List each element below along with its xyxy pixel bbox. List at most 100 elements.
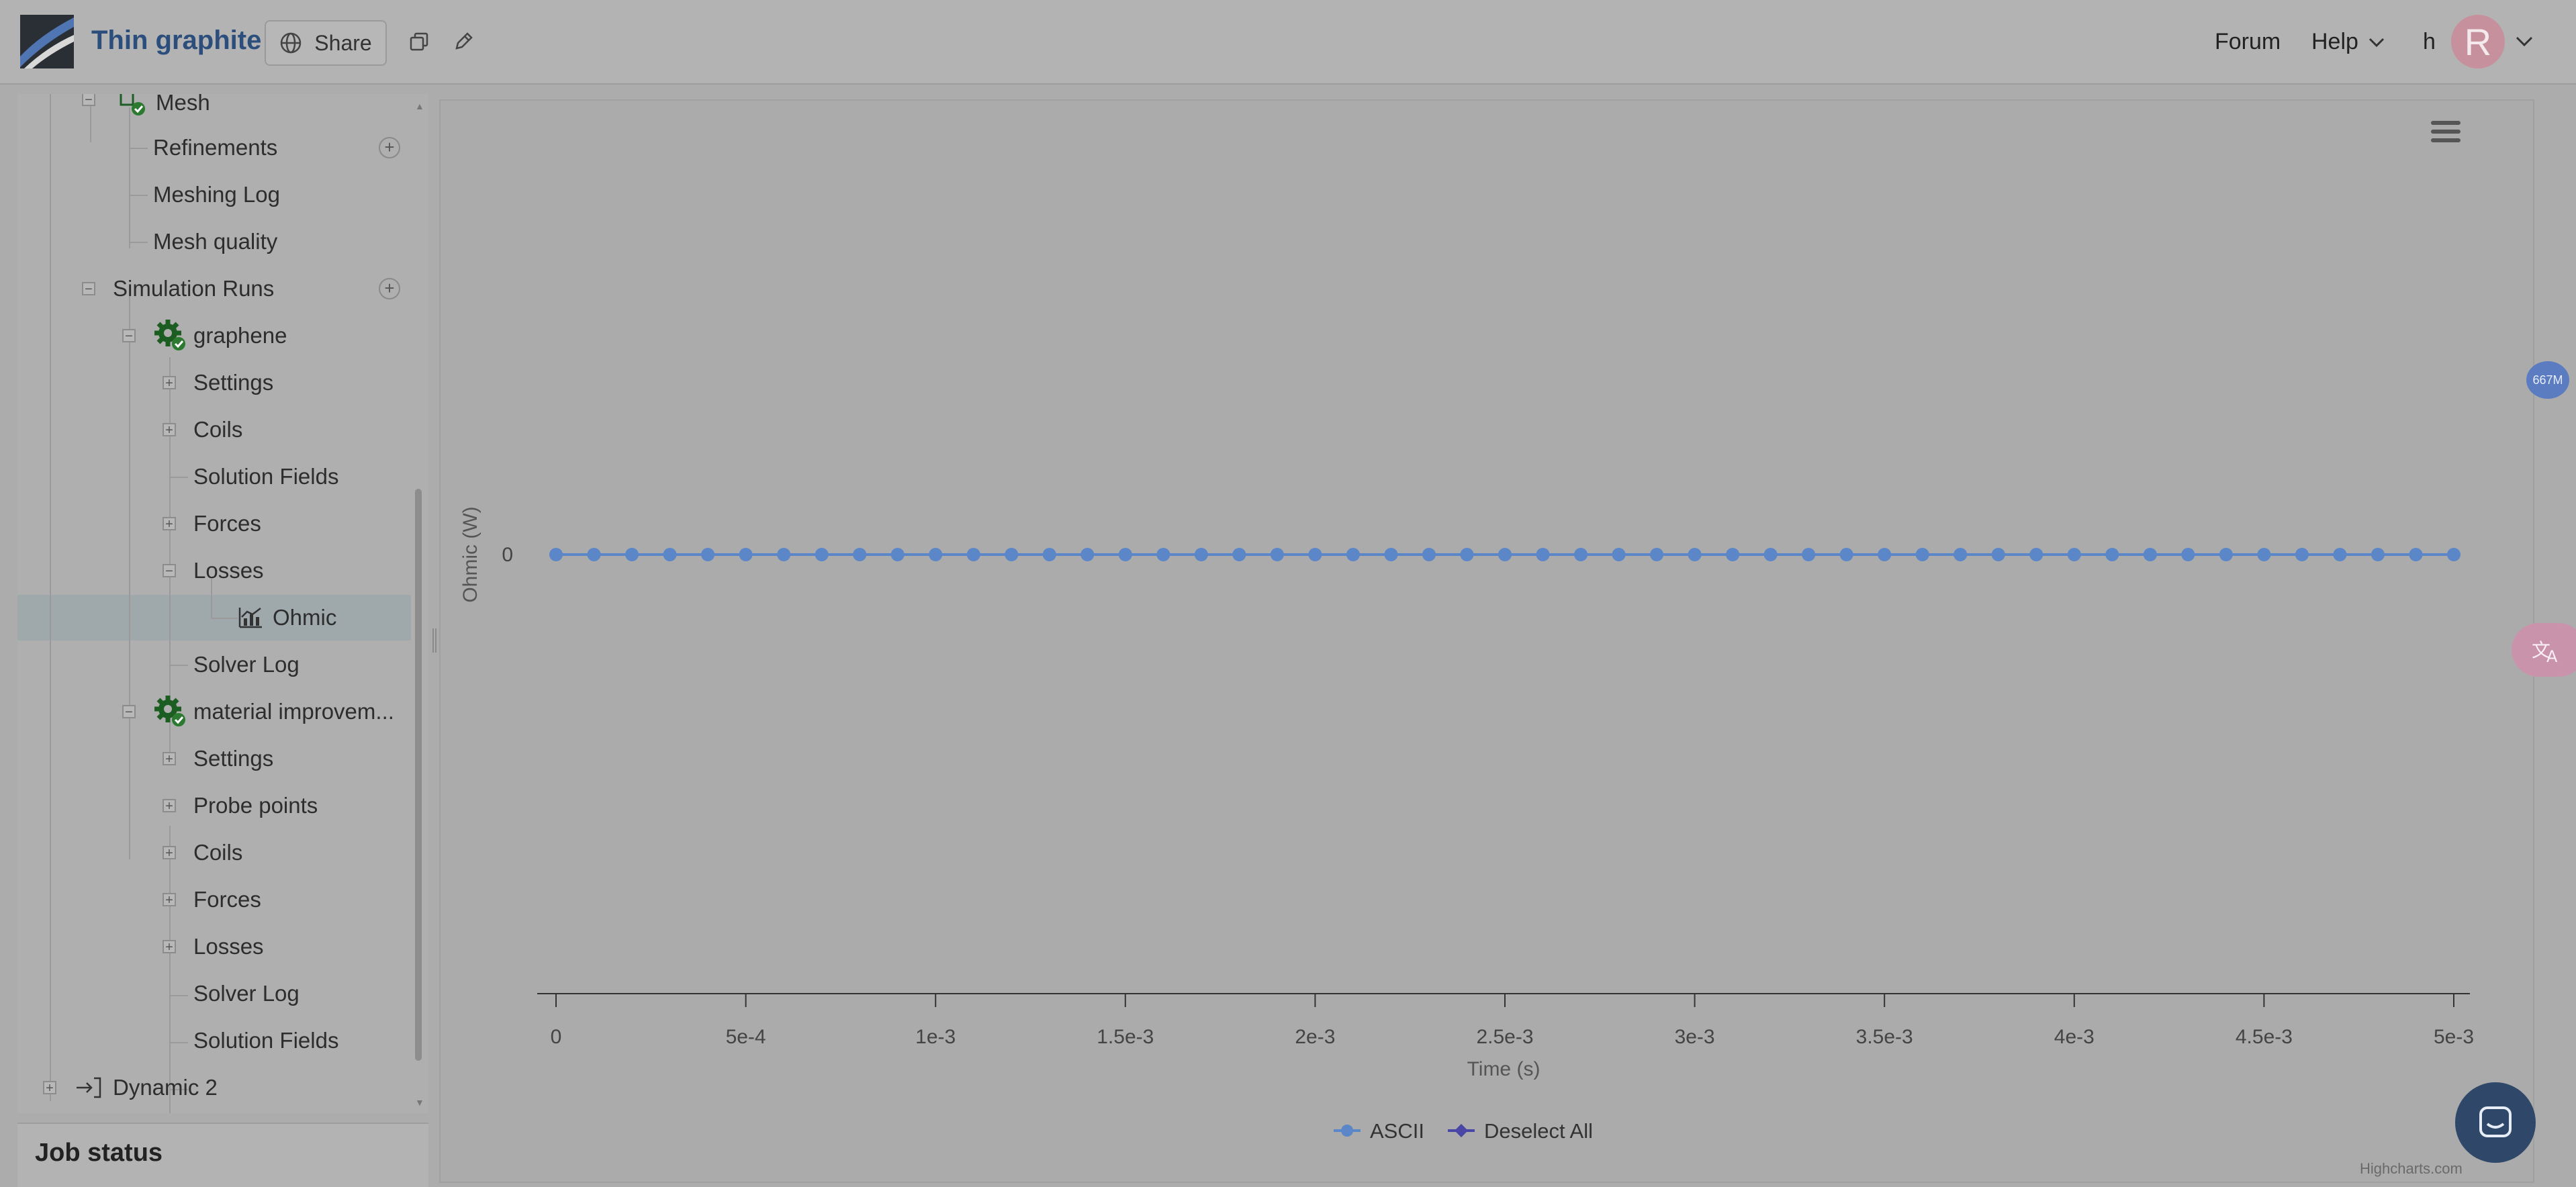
tree-item-coils[interactable]: Coils bbox=[193, 840, 243, 865]
data-point[interactable] bbox=[1878, 548, 1892, 561]
expand-toggle[interactable]: + bbox=[163, 799, 176, 813]
data-point[interactable] bbox=[890, 548, 905, 561]
translate-button[interactable]: 文 A bbox=[2512, 623, 2576, 677]
app-logo[interactable] bbox=[20, 15, 74, 68]
chart-menu-icon[interactable] bbox=[2430, 118, 2462, 145]
data-point[interactable] bbox=[1042, 548, 1056, 561]
tree-item-mesh[interactable]: Mesh bbox=[118, 94, 210, 126]
chevron-down-icon[interactable] bbox=[2514, 30, 2534, 54]
data-point[interactable] bbox=[2257, 548, 2271, 561]
collapse-toggle[interactable]: − bbox=[122, 329, 136, 343]
data-point[interactable] bbox=[777, 548, 791, 561]
data-point[interactable] bbox=[1953, 548, 1968, 561]
tree-item-solver-log[interactable]: Solver Log bbox=[193, 981, 300, 1006]
data-point[interactable] bbox=[2295, 548, 2309, 561]
data-point[interactable] bbox=[2067, 548, 2081, 561]
data-point[interactable] bbox=[1612, 548, 1626, 561]
expand-toggle[interactable]: + bbox=[163, 517, 176, 531]
data-point[interactable] bbox=[701, 548, 715, 561]
project-title[interactable]: Thin graphite bbox=[91, 26, 262, 55]
data-point[interactable] bbox=[1422, 548, 1436, 561]
data-point[interactable] bbox=[1270, 548, 1284, 561]
chart-credits[interactable]: Highcharts.com bbox=[2360, 1160, 2463, 1177]
data-point[interactable] bbox=[1080, 548, 1095, 561]
data-point[interactable] bbox=[1991, 548, 2005, 561]
memory-badge[interactable]: 667M bbox=[2526, 361, 2569, 399]
share-button[interactable]: Share bbox=[265, 20, 387, 66]
expand-toggle[interactable]: + bbox=[163, 423, 176, 437]
scroll-up-arrow[interactable]: ▲ bbox=[415, 101, 424, 111]
data-point[interactable] bbox=[1498, 548, 1512, 561]
data-point[interactable] bbox=[1156, 548, 1170, 561]
data-point[interactable] bbox=[2409, 548, 2423, 561]
tree-item-solution-fields[interactable]: Solution Fields bbox=[193, 1028, 339, 1053]
data-point[interactable] bbox=[1346, 548, 1360, 561]
tree-item-dynamic-2[interactable]: Dynamic 2 bbox=[75, 1064, 218, 1111]
data-point[interactable] bbox=[549, 548, 563, 561]
collapse-toggle[interactable]: − bbox=[82, 94, 95, 107]
scroll-down-arrow[interactable]: ▼ bbox=[415, 1097, 424, 1108]
data-point[interactable] bbox=[1118, 548, 1132, 561]
collapse-toggle[interactable]: − bbox=[122, 705, 136, 719]
data-point[interactable] bbox=[1308, 548, 1322, 561]
data-point[interactable] bbox=[853, 548, 867, 561]
chat-button[interactable] bbox=[2455, 1082, 2536, 1163]
data-point[interactable] bbox=[663, 548, 677, 561]
data-point[interactable] bbox=[1688, 548, 1702, 561]
data-point[interactable] bbox=[815, 548, 829, 561]
data-point[interactable] bbox=[2143, 548, 2157, 561]
job-status-panel[interactable]: Job status bbox=[17, 1123, 428, 1187]
expand-toggle[interactable]: + bbox=[43, 1081, 56, 1095]
data-point[interactable] bbox=[1650, 548, 1664, 561]
pencil-icon[interactable] bbox=[453, 31, 474, 52]
data-point[interactable] bbox=[1232, 548, 1246, 561]
tree-item-mesh-quality[interactable]: Mesh quality bbox=[153, 229, 278, 254]
data-point[interactable] bbox=[929, 548, 943, 561]
tree-item-settings[interactable]: Settings bbox=[193, 370, 274, 395]
avatar[interactable]: R bbox=[2451, 15, 2505, 68]
data-point[interactable] bbox=[1194, 548, 1208, 561]
tree-item-ohmic[interactable]: Ohmic bbox=[238, 594, 336, 641]
sidebar-scrollbar-thumb[interactable] bbox=[415, 489, 422, 1061]
forum-link[interactable]: Forum bbox=[2215, 29, 2281, 54]
tree-item-solver-log[interactable]: Solver Log bbox=[193, 652, 300, 677]
add-refinement-button[interactable]: + bbox=[379, 137, 400, 158]
data-point[interactable] bbox=[966, 548, 980, 561]
tree-item-coils[interactable]: Coils bbox=[193, 417, 243, 442]
tree-item-graphene[interactable]: graphene bbox=[153, 312, 287, 359]
data-point[interactable] bbox=[1460, 548, 1474, 561]
data-point[interactable] bbox=[2181, 548, 2195, 561]
expand-toggle[interactable]: + bbox=[163, 376, 176, 390]
data-point[interactable] bbox=[1839, 548, 1853, 561]
tree-item-losses[interactable]: Losses bbox=[193, 934, 264, 959]
tree-item-simulation-runs[interactable]: Simulation Runs bbox=[113, 276, 275, 301]
data-point[interactable] bbox=[587, 548, 601, 561]
tree-item-forces[interactable]: Forces bbox=[193, 887, 261, 912]
data-point[interactable] bbox=[1536, 548, 1550, 561]
collapse-toggle[interactable]: − bbox=[163, 564, 176, 578]
tree-item-solution-fields[interactable]: Solution Fields bbox=[193, 464, 339, 489]
data-point[interactable] bbox=[1384, 548, 1398, 561]
data-point[interactable] bbox=[739, 548, 753, 561]
expand-toggle[interactable]: + bbox=[163, 752, 176, 766]
data-point[interactable] bbox=[625, 548, 639, 561]
data-point[interactable] bbox=[1915, 548, 1929, 561]
data-point[interactable] bbox=[1802, 548, 1816, 561]
data-point[interactable] bbox=[2029, 548, 2043, 561]
copy-icon[interactable] bbox=[408, 31, 430, 52]
collapse-toggle[interactable]: − bbox=[82, 282, 95, 296]
tree-item-material-improvement[interactable]: material improvem... bbox=[153, 688, 394, 735]
data-point[interactable] bbox=[2371, 548, 2385, 561]
data-point[interactable] bbox=[2105, 548, 2119, 561]
data-point[interactable] bbox=[2219, 548, 2233, 561]
panel-resize-handle[interactable] bbox=[432, 628, 436, 653]
tree-item-probe-points[interactable]: Probe points bbox=[193, 793, 318, 818]
data-point[interactable] bbox=[1763, 548, 1778, 561]
expand-toggle[interactable]: + bbox=[163, 893, 176, 907]
help-menu[interactable]: Help bbox=[2311, 29, 2385, 55]
tree-item-settings[interactable]: Settings bbox=[193, 746, 274, 771]
tree-item-meshing-log[interactable]: Meshing Log bbox=[153, 182, 280, 207]
data-point[interactable] bbox=[1005, 548, 1019, 561]
legend-item-ascii[interactable]: ASCII bbox=[1334, 1119, 1424, 1143]
add-simulation-button[interactable]: + bbox=[379, 278, 400, 299]
